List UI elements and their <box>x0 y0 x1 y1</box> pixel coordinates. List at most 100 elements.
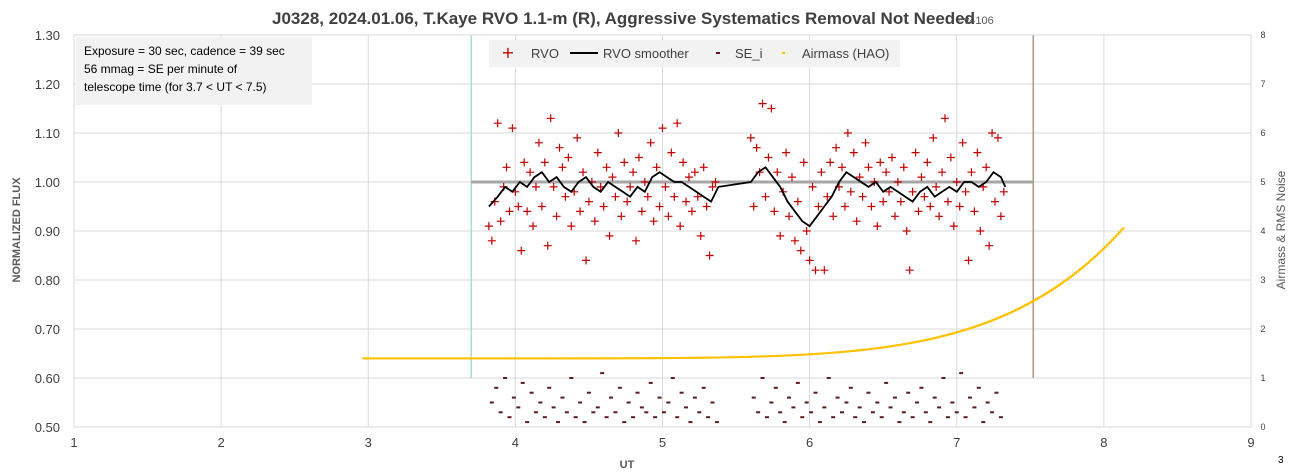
rvo-point <box>502 163 511 172</box>
airmass-point <box>784 354 788 357</box>
airmass-point <box>378 357 382 360</box>
airmass-point <box>948 333 952 336</box>
airmass-point <box>798 353 802 356</box>
rvo-point <box>899 163 908 172</box>
legend-background <box>489 40 900 67</box>
y-axis-title: NORMALIZED FLUX <box>11 177 23 283</box>
se-point <box>675 416 680 419</box>
airmass-point <box>441 357 445 360</box>
airmass-point <box>371 357 375 360</box>
se-point <box>884 381 889 384</box>
y2-tick-label: 2 <box>1260 324 1265 334</box>
rvo-point <box>787 173 796 182</box>
airmass-point <box>771 355 775 358</box>
airmass-point <box>934 336 938 339</box>
airmass-point <box>443 357 447 360</box>
airmass-point <box>397 357 401 360</box>
airmass-point <box>489 357 493 360</box>
x-tick-label: 7 <box>953 435 960 450</box>
se-point <box>870 411 875 414</box>
airmass-point <box>427 357 431 360</box>
airmass-point <box>669 357 673 360</box>
airmass-point <box>531 357 535 360</box>
airmass-point <box>461 357 465 360</box>
se-point <box>795 381 800 384</box>
airmass-point <box>563 357 567 360</box>
airmass-point <box>846 350 850 353</box>
rvo-point <box>564 153 573 162</box>
airmass-point <box>805 353 809 356</box>
airmass-point <box>867 348 871 351</box>
airmass-point <box>457 357 461 360</box>
rvo-point <box>823 192 832 201</box>
rvo-point <box>896 197 905 206</box>
airmass-point <box>791 354 795 357</box>
rvo-point <box>611 192 620 201</box>
se-point <box>591 411 596 414</box>
airmass-point <box>676 356 680 359</box>
se-point <box>714 421 719 424</box>
rvo-point <box>955 202 964 211</box>
airmass-point <box>964 328 968 331</box>
x-tick-label: 9 <box>1247 435 1254 450</box>
rvo-point <box>684 173 693 182</box>
rvo-point <box>852 217 861 226</box>
airmass-point <box>727 356 731 359</box>
airmass-point <box>658 357 662 360</box>
series-rvo-smoother <box>488 166 1007 228</box>
rvo-point <box>543 241 552 250</box>
airmass-point <box>1003 314 1007 317</box>
airmass-point <box>515 357 519 360</box>
airmass-point <box>982 322 986 325</box>
airmass-point <box>778 354 782 357</box>
airmass-point <box>487 357 491 360</box>
airmass-point <box>671 357 675 360</box>
airmass-point <box>800 353 804 356</box>
rvo-point <box>882 168 891 177</box>
airmass-point <box>609 357 613 360</box>
se-point <box>564 411 569 414</box>
airmass-point <box>884 345 888 348</box>
airmass-point <box>756 355 760 358</box>
legend-label-airmass: Airmass (HAO) <box>802 46 889 61</box>
airmass-point <box>987 320 991 323</box>
airmass-point <box>876 347 880 350</box>
airmass-point <box>1022 304 1026 307</box>
rvo-point <box>508 124 517 133</box>
airmass-point <box>464 357 468 360</box>
airmass-point <box>600 357 604 360</box>
airmass-point <box>364 357 368 360</box>
airmass-point <box>759 355 763 358</box>
se-point <box>919 386 924 389</box>
se-point <box>511 396 516 399</box>
rvo-point <box>558 163 567 172</box>
airmass-point <box>763 355 767 358</box>
rvo-point <box>808 182 817 191</box>
airmass-point <box>706 356 710 359</box>
legend-label-se: SE_i <box>735 46 763 61</box>
y2-tick-label: 1 <box>1260 373 1265 383</box>
y-tick-label: 1.20 <box>35 77 60 92</box>
airmass-point <box>789 354 793 357</box>
airmass-point <box>893 344 897 347</box>
rvo-point <box>484 222 493 231</box>
se-point <box>653 416 658 419</box>
airmass-point <box>1001 314 1005 317</box>
airmass-point <box>381 357 385 360</box>
airmass-point <box>858 349 862 352</box>
rvo-point <box>517 246 526 255</box>
rvo-point <box>576 207 585 216</box>
x-axis-title: UT <box>620 459 635 471</box>
rvo-point <box>799 158 808 167</box>
rvo-point <box>885 187 894 196</box>
se-point <box>666 401 671 404</box>
se-point <box>897 421 902 424</box>
airmass-point <box>538 357 542 360</box>
airmass-point <box>916 340 920 343</box>
rvo-point <box>682 197 691 206</box>
airmass-point <box>704 356 708 359</box>
airmass-point <box>579 357 583 360</box>
rvo-point <box>917 173 926 182</box>
se-point <box>892 396 897 399</box>
airmass-point <box>545 357 549 360</box>
